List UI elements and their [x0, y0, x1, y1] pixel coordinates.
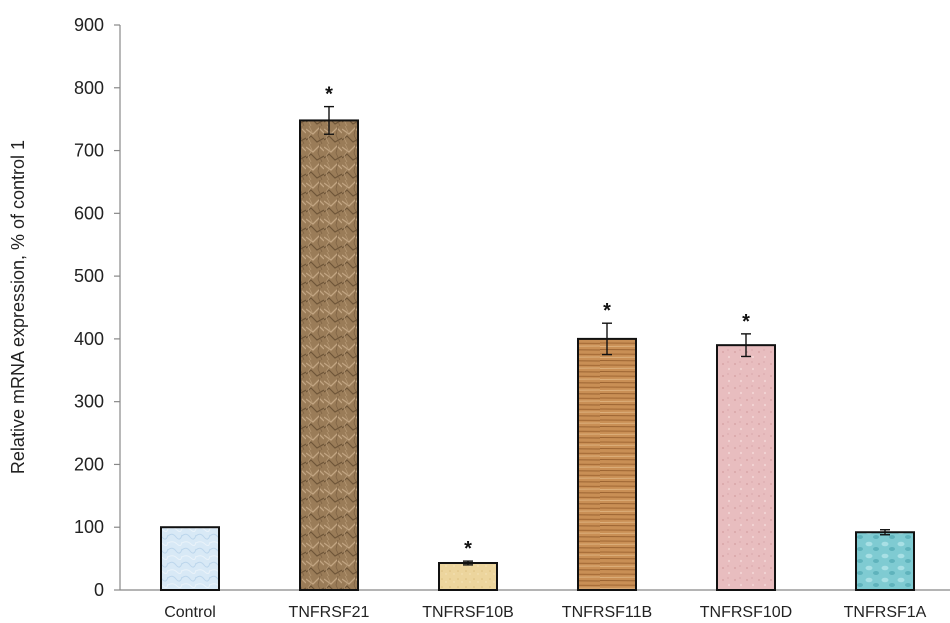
x-tick-label: TNFRSF10D: [700, 604, 792, 621]
bar-tnfrsf10b: [438, 562, 498, 591]
y-axis-title: Relative mRNA expression, % of control 1: [8, 140, 28, 474]
x-tick-label: TNFRSF1A: [844, 604, 927, 621]
y-tick-label: 300: [74, 392, 104, 412]
y-axis-ticks: 0 100 200 300 400 500 600 700 800 900: [74, 15, 120, 600]
y-tick-label: 700: [74, 141, 104, 161]
x-axis-labels: Control TNFRSF21 TNFRSF10B TNFRSF11B TNFRSF1…: [164, 604, 926, 621]
y-tick-label: 800: [74, 78, 104, 98]
x-tick-label: Control: [164, 604, 216, 621]
bar-control: [160, 526, 220, 592]
y-tick-label: 100: [74, 517, 104, 537]
y-tick-label: 600: [74, 203, 104, 223]
y-tick-label: 200: [74, 454, 104, 474]
x-tick-label: TNFRSF21: [289, 604, 370, 621]
significance-star: *: [325, 84, 333, 106]
bars: * * * *: [160, 84, 915, 592]
bar-tnfrsf21: [299, 119, 359, 592]
y-tick-label: 0: [94, 580, 104, 600]
significance-star: *: [603, 300, 611, 322]
bar-tnfrsf10d: [716, 344, 776, 591]
significance-star: *: [742, 311, 750, 333]
bar-tnfrsf11b: [577, 337, 637, 591]
x-tick-label: TNFRSF10B: [422, 604, 514, 621]
significance-star: *: [464, 538, 472, 560]
x-tick-label: TNFRSF11B: [562, 604, 652, 621]
bar-tnfrsf1a: [855, 531, 915, 591]
y-tick-label: 500: [74, 266, 104, 286]
y-tick-label: 400: [74, 329, 104, 349]
y-tick-label: 900: [74, 15, 104, 35]
